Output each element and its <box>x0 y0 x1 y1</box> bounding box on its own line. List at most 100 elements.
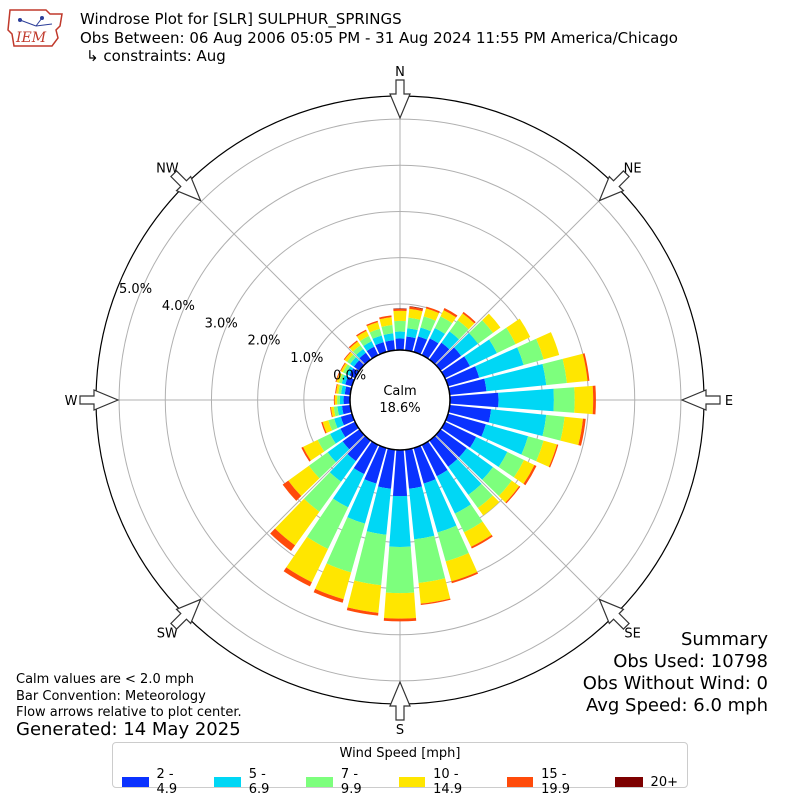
windrose-bar-segment <box>523 464 537 486</box>
windrose-bar-segment <box>330 407 333 418</box>
windrose-bar-segment <box>329 454 356 482</box>
summary-obs-used: Obs Used: 10798 <box>613 651 768 672</box>
flow-arrow-icon <box>598 598 630 630</box>
windrose-bar-segment <box>445 413 486 437</box>
windrose-bar-segment <box>286 536 328 583</box>
windrose-bar-segment <box>344 352 354 362</box>
windrose-bar-segment <box>420 598 451 606</box>
windrose-bar-segment <box>335 372 340 382</box>
windrose-bar-segment <box>346 607 379 616</box>
windrose-bar-segment <box>270 528 296 552</box>
windrose-bar-segment <box>393 308 407 311</box>
windrose-bar-segment <box>441 421 477 448</box>
windrose-bar-segment <box>308 452 337 479</box>
chart-subtitle: Obs Between: 06 Aug 2006 05:05 PM - 31 A… <box>80 29 678 47</box>
windrose-bar-segment <box>418 578 451 604</box>
windrose-bar-segment <box>381 324 394 335</box>
windrose-bar-segment <box>383 617 417 622</box>
direction-label: E <box>725 394 733 409</box>
windrose-bar-segment <box>457 313 475 330</box>
windrose-bar-segment <box>553 387 575 413</box>
windrose-bar-segment <box>366 320 378 327</box>
windrose-bar-segment <box>395 338 405 351</box>
windrose-bar-segment <box>347 580 382 613</box>
legend-swatch <box>506 777 534 787</box>
windrose-bar-segment <box>336 384 340 394</box>
logo-text: IEM <box>15 30 47 46</box>
windrose-bar-segment <box>459 448 493 480</box>
windrose-bar-segment <box>451 571 479 584</box>
windrose-bar-segment <box>448 405 492 423</box>
grid-spoke <box>184 184 365 365</box>
windrose-bar-segment <box>356 348 366 359</box>
windrose-bar-segment <box>359 335 372 347</box>
direction-label: N <box>395 65 405 80</box>
legend-label: 7 - 9.9 <box>340 767 362 797</box>
windrose-bar-segment <box>409 306 424 312</box>
legend-item: 20+ <box>614 767 678 797</box>
windrose-bar-segment <box>307 498 349 549</box>
windrose-bar-segment <box>429 435 458 467</box>
flow-arrow-icon <box>389 680 411 721</box>
windrose-bar-segment <box>327 441 350 463</box>
summary-avg-speed: Avg Speed: 6.0 mph <box>586 695 768 716</box>
windrose-bar-segment <box>393 308 407 310</box>
windrose-bar-segment <box>505 485 521 504</box>
windrose-bar-segment <box>354 531 387 586</box>
windrose-bar-segment <box>441 331 460 350</box>
calm-value: 18.6% <box>379 401 420 416</box>
legend-item: 10 - 14.9 <box>398 767 489 797</box>
legend-item: 7 - 9.9 <box>306 767 380 797</box>
windrose-bar-segment <box>369 328 382 339</box>
grid-spoke <box>184 435 365 616</box>
windrose-bar-segment <box>326 517 366 573</box>
polar-overlay: Calm 18.6% 0.0% 1.0% 2.0% 3.0% 4.0% 5.0% N NE E SE S… <box>65 65 734 738</box>
windrose-bar-segment <box>348 340 358 349</box>
flow-arrow-icon <box>170 170 202 202</box>
windrose-bar-segment <box>372 335 384 346</box>
windrose-bar-segment <box>347 479 377 524</box>
legend-swatch <box>214 777 241 787</box>
windrose-bar-segment <box>423 308 440 321</box>
windrose-bar-segment <box>303 439 325 461</box>
grid-spoke <box>435 435 616 616</box>
calm-circle <box>349 349 451 451</box>
windrose-bar-segment <box>425 306 440 314</box>
calm-label: Calm <box>383 384 416 399</box>
legend-swatch <box>398 777 426 787</box>
windrose-bar-segment <box>356 330 369 342</box>
windrose-bar-segment <box>317 433 336 452</box>
windrose-bar-segment <box>423 479 457 533</box>
windrose-bar-segment <box>343 351 351 360</box>
grid-spoke <box>435 184 616 365</box>
windrose-bar-segment <box>334 395 338 405</box>
windrose-bar-segment <box>449 392 499 408</box>
windrose-bar-segment <box>336 372 343 383</box>
windrose-bar-segment <box>582 353 590 381</box>
windrose-bar-segment <box>513 459 535 484</box>
windrose-bar-segment <box>592 385 596 415</box>
windrose-bar-segment <box>393 310 407 322</box>
windrose-bar-segment <box>407 317 421 331</box>
windrose-bar-segment <box>449 320 469 340</box>
windrose-bar-segment <box>383 333 394 342</box>
windrose-bars <box>270 306 596 622</box>
windrose-bar-segment <box>418 327 431 340</box>
windrose-bar-segment <box>489 327 516 354</box>
windrose-bar-segment <box>454 504 483 533</box>
summary-title: Summary <box>681 629 768 650</box>
windrose-bar-segment <box>340 421 359 438</box>
windrose-bar-segment <box>578 418 586 446</box>
windrose-bar-segment <box>313 588 344 603</box>
legend: Wind Speed [mph] 2 - 4.9 5 - 6.9 7 - 9.9 10… <box>112 742 688 797</box>
windrose-bar-segment <box>413 445 436 484</box>
windrose-bar-segment <box>378 448 395 489</box>
windrose-bar-segment <box>283 567 312 587</box>
windrose-bar-segment <box>436 470 471 514</box>
windrose-bar-segment <box>337 395 341 405</box>
windrose-bar-segment <box>379 315 392 320</box>
windrose-bar-segment <box>301 446 311 462</box>
windrose-bar-segment <box>338 384 343 395</box>
windrose-bar-segment <box>421 441 448 477</box>
windrose-bar-segment <box>471 534 493 549</box>
